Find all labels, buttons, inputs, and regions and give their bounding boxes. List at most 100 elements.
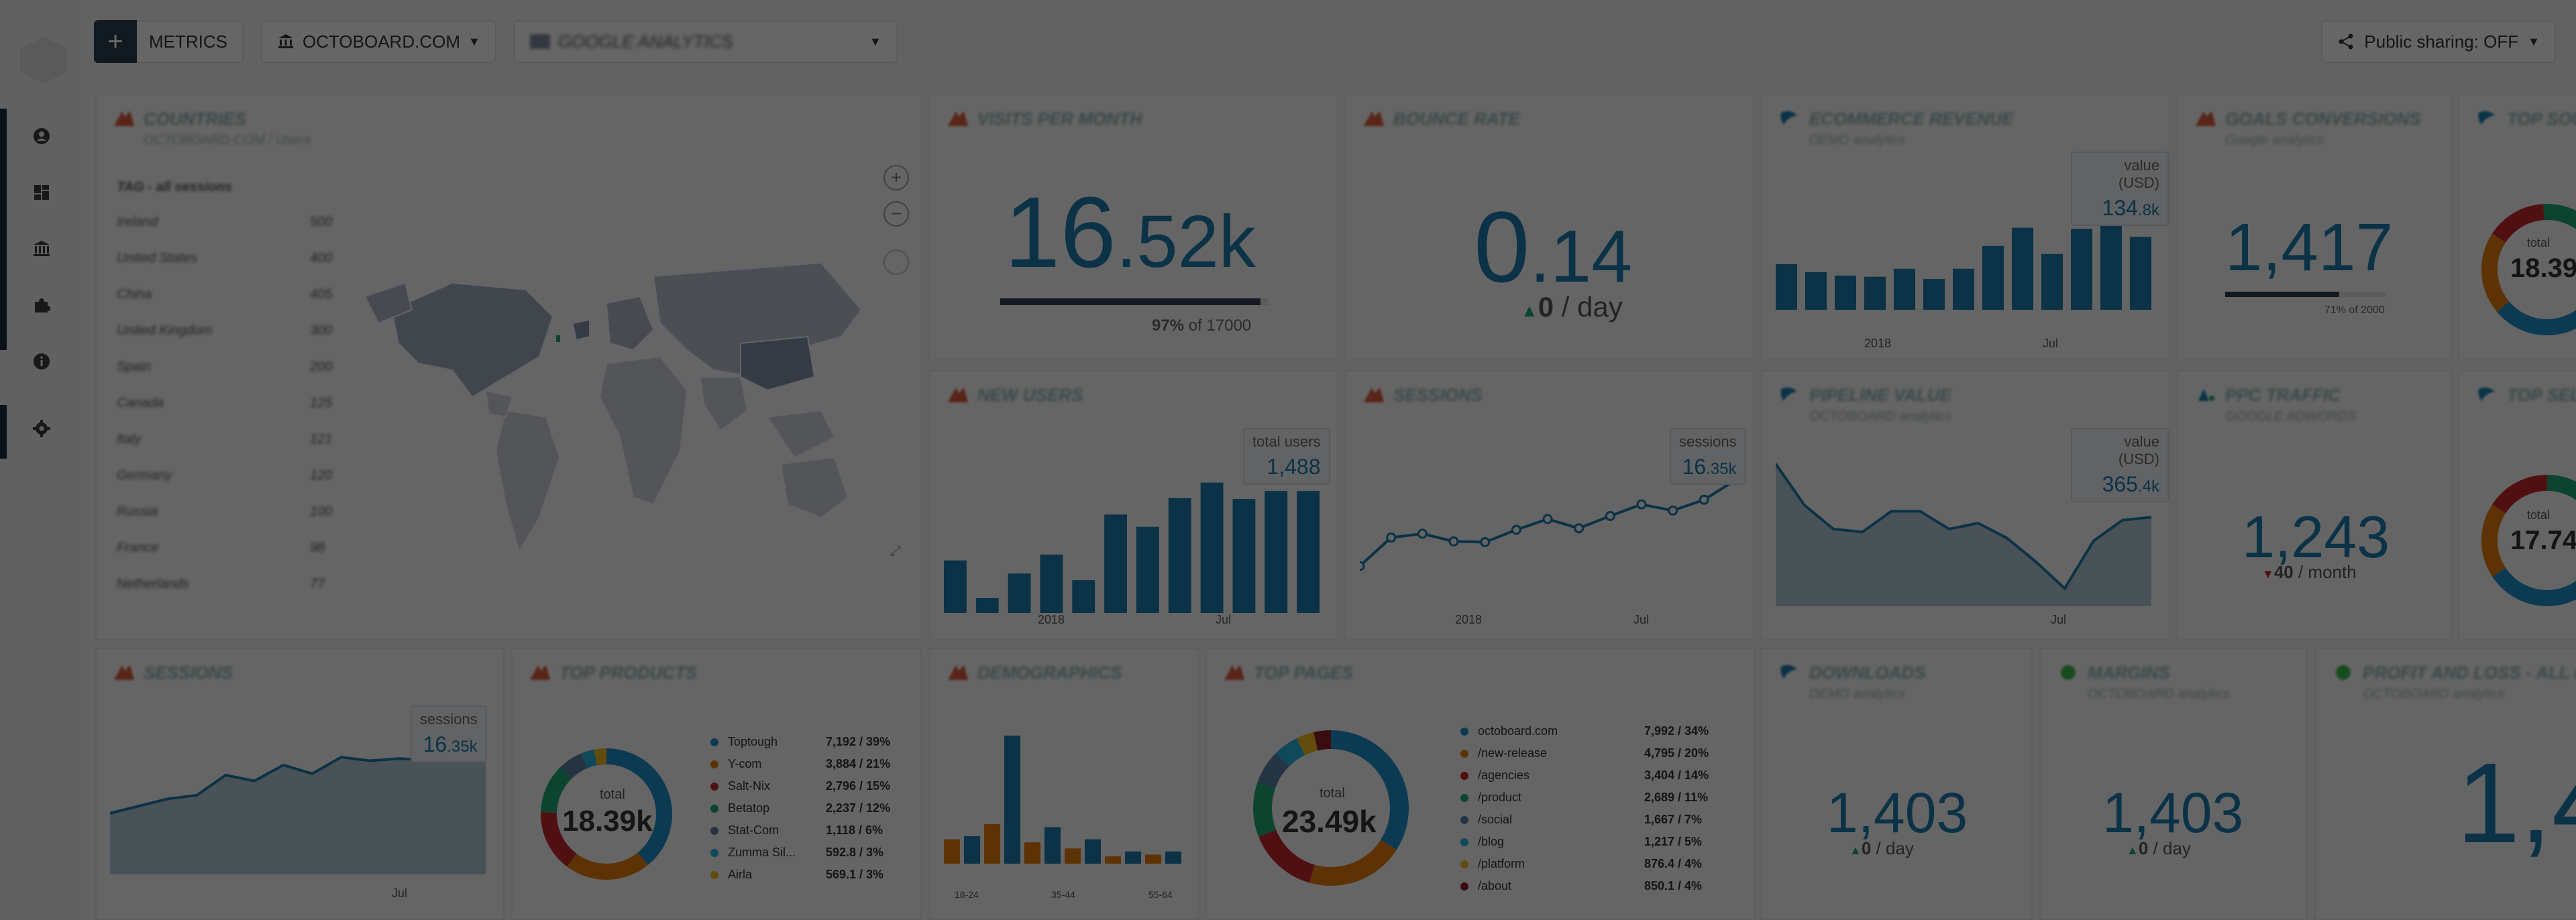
revenue-bar[interactable]: [1776, 264, 1797, 310]
bank-icon[interactable]: [30, 237, 53, 260]
new-users-bar[interactable]: [1008, 573, 1031, 613]
add-metrics-button[interactable]: + METRICS: [94, 20, 244, 63]
revenue-bar[interactable]: [2071, 229, 2092, 310]
profit-loss-widget[interactable]: PROFIT AND LOSS - ALL DEALS OCTOBOARD an…: [2314, 648, 2576, 920]
goals-conversions-widget[interactable]: GOALS CONVERSIONS Google analytics 1,417…: [2177, 94, 2452, 361]
data-point[interactable]: [1360, 561, 1365, 571]
demographics-widget[interactable]: DEMOGRAPHICS 18-24 35-44 55-64: [929, 648, 1199, 920]
demographics-bar[interactable]: [1065, 848, 1081, 864]
legend-item[interactable]: Betatop 2,237 / 12%: [710, 801, 890, 815]
data-point[interactable]: [1542, 514, 1553, 524]
dashboard-icon[interactable]: [30, 181, 53, 204]
donut-slice[interactable]: [541, 748, 672, 880]
new-users-widget[interactable]: NEW USERS total users 1,488 2018 Jul: [929, 370, 1338, 640]
donut-chart[interactable]: [2473, 196, 2576, 343]
new-users-bar[interactable]: [1265, 491, 1288, 613]
reset-view-button[interactable]: [883, 249, 909, 275]
new-users-bar[interactable]: [1136, 526, 1159, 613]
top-sellers-widget[interactable]: TOP SELLERS total 17.74k: [2459, 370, 2576, 640]
demographics-bar[interactable]: [1004, 736, 1020, 864]
zoom-in-button[interactable]: +: [883, 165, 909, 190]
top-sources-widget[interactable]: TOP SOURCES total 18.39k: [2459, 94, 2576, 361]
downloads-widget[interactable]: DOWNLOADS DEMO analytics 1,403 ▲0 / day: [1761, 648, 2033, 920]
legend-item[interactable]: Y-com 3,884 / 21%: [710, 757, 890, 771]
donut-slice[interactable]: [1253, 730, 1409, 886]
demographics-bar[interactable]: [1024, 842, 1040, 864]
revenue-bar[interactable]: [1805, 272, 1827, 310]
legend-item[interactable]: Airla 569.1 / 3%: [710, 868, 883, 882]
data-point[interactable]: [1668, 505, 1678, 516]
revenue-bar[interactable]: [1864, 276, 1886, 310]
demographics-bar[interactable]: [944, 839, 960, 864]
donut-slice[interactable]: [1253, 730, 1409, 886]
new-users-bar[interactable]: [1200, 482, 1224, 613]
top-pages-donut[interactable]: [1247, 724, 1415, 892]
sessions-area-widget[interactable]: SESSIONS sessions 16.35k Jul: [95, 648, 504, 920]
new-users-bar[interactable]: [1104, 514, 1127, 613]
user-icon[interactable]: [30, 125, 53, 148]
legend-item[interactable]: /social 1,667 / 7%: [1460, 813, 1702, 827]
legend-item[interactable]: Zumma Sil... 592.8 / 3%: [710, 846, 883, 860]
revenue-bar[interactable]: [1894, 268, 1915, 310]
revenue-bar[interactable]: [1835, 276, 1856, 310]
legend-item[interactable]: /agencies 3,404 / 14%: [1460, 768, 1709, 783]
data-point[interactable]: [1636, 499, 1647, 510]
revenue-bar[interactable]: [2012, 227, 2033, 310]
demographics-bar[interactable]: [1145, 854, 1161, 864]
revenue-bar[interactable]: [2130, 237, 2151, 310]
new-users-bar[interactable]: [975, 598, 999, 613]
legend-item[interactable]: Stat-Com 1,118 / 6%: [710, 823, 883, 838]
top-products-widget[interactable]: TOP PRODUCTS total 18.39k Toptough 7,192 …: [511, 648, 922, 920]
top-products-donut[interactable]: [533, 740, 680, 888]
new-users-bar[interactable]: [1232, 499, 1256, 613]
new-users-bar-chart[interactable]: [944, 465, 1333, 626]
demographics-bar[interactable]: [1105, 856, 1121, 864]
company-selector[interactable]: OCTOBOARD.COM ▼: [261, 20, 496, 63]
zoom-out-button[interactable]: −: [883, 201, 909, 227]
app-logo[interactable]: [20, 37, 67, 84]
info-icon[interactable]: [30, 350, 53, 373]
ecommerce-bar-chart[interactable]: [1776, 196, 2165, 361]
revenue-bar[interactable]: [1923, 279, 1945, 310]
legend-item[interactable]: /new-release 4,795 / 20%: [1460, 746, 1709, 760]
puzzle-icon[interactable]: [30, 294, 53, 317]
new-users-bar[interactable]: [1168, 498, 1191, 613]
legend-item[interactable]: /blog 1,217 / 5%: [1460, 835, 1702, 849]
legend-item[interactable]: /platform 876.4 / 4%: [1460, 857, 1702, 871]
revenue-bar[interactable]: [1953, 268, 1974, 310]
data-point[interactable]: [1386, 532, 1397, 543]
legend-item[interactable]: Toptough 7,192 / 39%: [710, 735, 890, 749]
new-users-bar[interactable]: [1040, 555, 1063, 613]
legend-item[interactable]: octoboard.com 7,992 / 34%: [1460, 724, 1709, 738]
top-pages-widget[interactable]: TOP PAGES total 23.49k octoboard.com 7,99…: [1205, 648, 1756, 920]
demographics-bar[interactable]: [984, 823, 1000, 864]
pipeline-line[interactable]: [1776, 463, 2152, 591]
public-sharing-dropdown[interactable]: Public sharing: OFF ▼: [2321, 20, 2556, 63]
new-users-bar[interactable]: [1297, 491, 1320, 613]
data-point[interactable]: [1480, 537, 1491, 548]
demographics-bar[interactable]: [1125, 851, 1141, 864]
world-map[interactable]: [352, 236, 888, 571]
demographics-bar[interactable]: [964, 836, 980, 864]
pipeline-value-widget[interactable]: PIPELINE VALUE OCTOBOARD analytics value…: [1761, 370, 2170, 640]
margins-widget[interactable]: MARGINS OCTOBOARD analytics 1,403 ▲0 / d…: [2039, 648, 2308, 920]
donut-chart[interactable]: [2473, 467, 2576, 614]
bounce-rate-widget[interactable]: BOUNCE RATE 0.14 ▲0 / day: [1345, 94, 1754, 361]
data-point[interactable]: [1574, 523, 1585, 534]
revenue-bar[interactable]: [2041, 253, 2063, 310]
donut-slice[interactable]: [1253, 730, 1409, 886]
donut-slice[interactable]: [541, 748, 672, 880]
new-users-bar[interactable]: [1072, 580, 1095, 613]
data-point[interactable]: [1511, 524, 1521, 535]
expand-icon[interactable]: ⤢: [890, 544, 901, 559]
demographics-bar[interactable]: [1044, 827, 1061, 864]
demographics-bar[interactable]: [1165, 851, 1181, 864]
visits-per-month-widget[interactable]: VISITS PER MONTH 16.52k 97% of 17000: [929, 94, 1338, 361]
pipeline-area-chart[interactable]: [1776, 452, 2165, 620]
donut-slice[interactable]: [541, 748, 672, 880]
data-point[interactable]: [1605, 510, 1615, 521]
demographics-bar-chart[interactable]: [944, 730, 1192, 877]
demographics-bar[interactable]: [1085, 839, 1101, 864]
datasource-selector[interactable]: GOOGLE ANALYTICS ▼: [513, 20, 898, 63]
new-users-bar[interactable]: [944, 560, 967, 613]
